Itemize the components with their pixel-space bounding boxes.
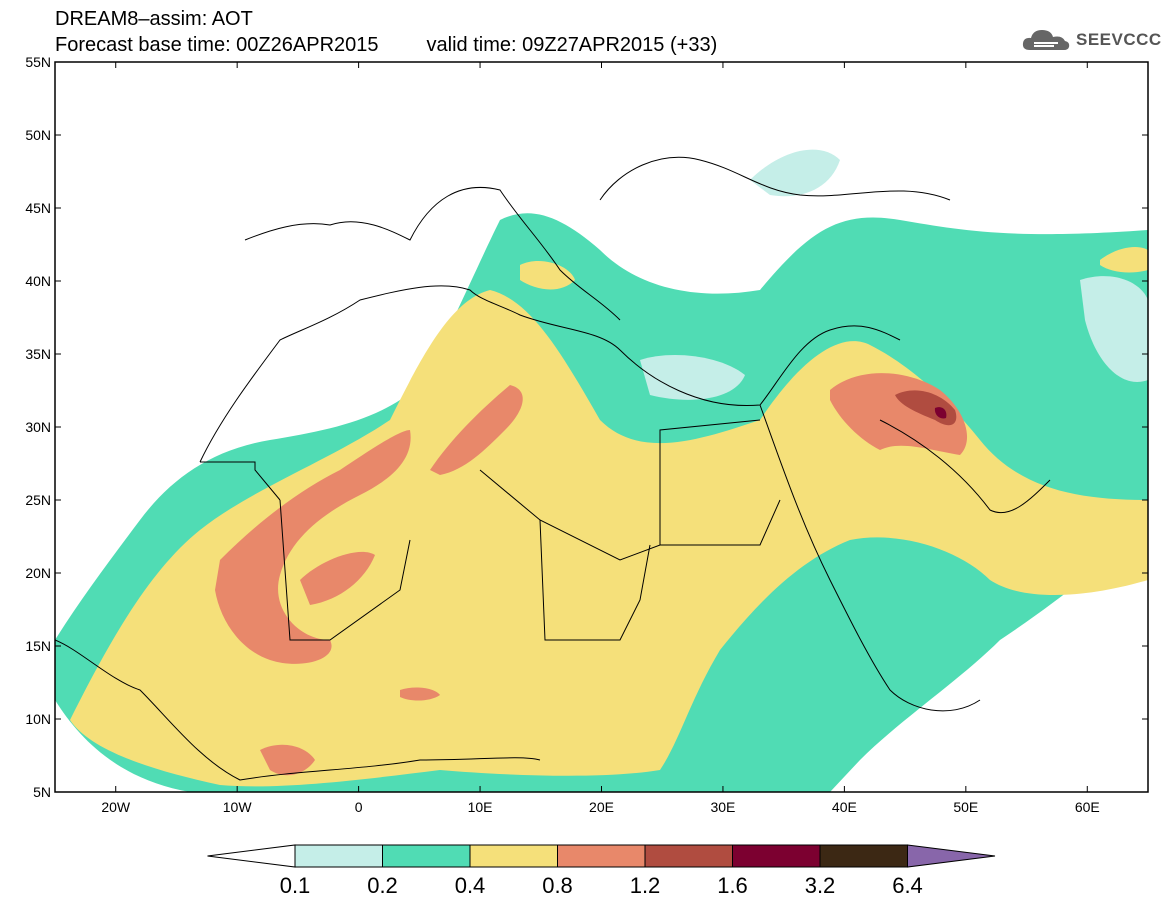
colorbar-label: 0.8 <box>542 873 573 898</box>
lat-tick-label: 30N <box>25 419 51 435</box>
aot-band-0.1-0.2-med <box>640 355 745 400</box>
lat-tick-label: 5N <box>33 784 51 800</box>
aot-field <box>55 149 1148 792</box>
lon-tick-label: 20E <box>589 799 614 815</box>
lat-tick-label: 55N <box>25 54 51 70</box>
lat-tick-label: 35N <box>25 346 51 362</box>
cloud-icon <box>1022 30 1070 50</box>
colorbar-segment <box>644 844 733 868</box>
valid-time-label: valid time: 09Z27APR2015 (+33) <box>426 34 718 56</box>
colorbar-label: 6.4 <box>892 873 923 898</box>
base-time-label: Forecast base time: 00Z26APR2015 <box>55 34 379 56</box>
colorbar: 0.1 0.2 0.4 0.8 1.2 1.6 3.2 6.4 <box>207 844 996 898</box>
aot-band-0.8-1.2-westafrica <box>215 430 411 664</box>
lat-tick-label: 20N <box>25 565 51 581</box>
aot-band-0.1-0.2-east <box>1080 276 1148 382</box>
colorbar-segment <box>382 844 471 868</box>
aot-band-0.8-1.2-algeria <box>430 385 523 475</box>
colorbar-label: 1.6 <box>717 873 748 898</box>
aot-band-0.1-0.2-north <box>750 149 840 197</box>
lon-tick-label: 40E <box>832 799 857 815</box>
aot-band-1.6-3.2 <box>934 407 947 419</box>
colorbar-segment <box>732 844 821 868</box>
lat-tick-label: 10N <box>25 711 51 727</box>
seevccc-logo: SEEVCCC <box>1020 26 1162 54</box>
forecast-times: Forecast base time: 00Z26APR2015 valid ti… <box>55 34 717 57</box>
lat-tick-label: 50N <box>25 127 51 143</box>
colorbar-segment <box>469 844 558 868</box>
lon-tick-label: 60E <box>1075 799 1100 815</box>
colorbar-segment <box>557 844 646 868</box>
lon-tick-label: 10E <box>468 799 493 815</box>
lat-tick-label: 25N <box>25 492 51 508</box>
lat-axis: 55N 50N 45N 40N 35N 30N 25N 20N 15N 10N 5N <box>25 54 1148 800</box>
colorbar-segment <box>294 844 383 868</box>
lat-tick-label: 40N <box>25 273 51 289</box>
logo-text: SEEVCCC <box>1076 30 1162 49</box>
aot-band-0.8-1.2-mideast <box>830 373 968 455</box>
lon-tick-label: 20W <box>101 799 131 815</box>
colorbar-under-arrow <box>207 844 296 868</box>
colorbar-label: 0.4 <box>455 873 486 898</box>
aot-band-0.8-1.2-nigeria <box>400 687 440 701</box>
colorbar-label: 1.2 <box>630 873 661 898</box>
aot-band-0.4-0.8-italy <box>520 260 575 290</box>
aot-band-0.8-1.2-mali <box>300 551 375 605</box>
lon-axis: 20W 10W 0 10E 20E 30E 40E 50E 60E <box>101 62 1100 815</box>
colorbar-segment <box>819 844 908 868</box>
lon-tick-label: 10W <box>223 799 253 815</box>
colorbar-label: 0.2 <box>367 873 398 898</box>
aot-band-0.4-0.8-caspian <box>1100 247 1148 273</box>
lat-tick-label: 15N <box>25 638 51 654</box>
coastlines <box>55 156 1051 781</box>
colorbar-label: 3.2 <box>805 873 836 898</box>
aot-band-0.8-1.2-coast <box>260 744 315 776</box>
colorbar-label: 0.1 <box>280 873 311 898</box>
lon-tick-label: 30E <box>710 799 735 815</box>
lat-tick-label: 45N <box>25 200 51 216</box>
lon-tick-label: 50E <box>953 799 978 815</box>
map-title: DREAM8–assim: AOT <box>55 8 253 30</box>
lon-tick-label: 0 <box>355 799 363 815</box>
colorbar-over-arrow <box>907 844 996 868</box>
